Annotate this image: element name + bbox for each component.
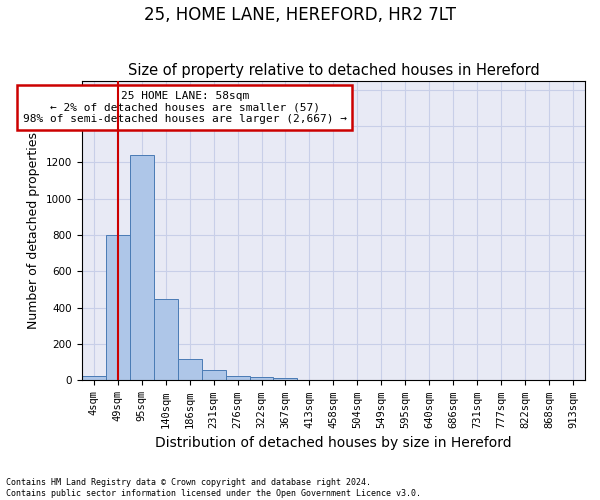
Bar [226, 376, 250, 380]
Title: Size of property relative to detached houses in Hereford: Size of property relative to detached ho… [128, 63, 539, 78]
Bar [250, 377, 274, 380]
Text: 25, HOME LANE, HEREFORD, HR2 7LT: 25, HOME LANE, HEREFORD, HR2 7LT [144, 6, 456, 24]
Text: 25 HOME LANE: 58sqm
← 2% of detached houses are smaller (57)
98% of semi-detache: 25 HOME LANE: 58sqm ← 2% of detached hou… [23, 91, 347, 124]
Text: Contains HM Land Registry data © Crown copyright and database right 2024.
Contai: Contains HM Land Registry data © Crown c… [6, 478, 421, 498]
Bar [82, 376, 106, 380]
Bar [202, 370, 226, 380]
Y-axis label: Number of detached properties: Number of detached properties [27, 132, 40, 329]
Bar [130, 155, 154, 380]
X-axis label: Distribution of detached houses by size in Hereford: Distribution of detached houses by size … [155, 436, 512, 450]
Bar [178, 358, 202, 380]
Bar [274, 378, 298, 380]
Bar [154, 298, 178, 380]
Bar [106, 235, 130, 380]
